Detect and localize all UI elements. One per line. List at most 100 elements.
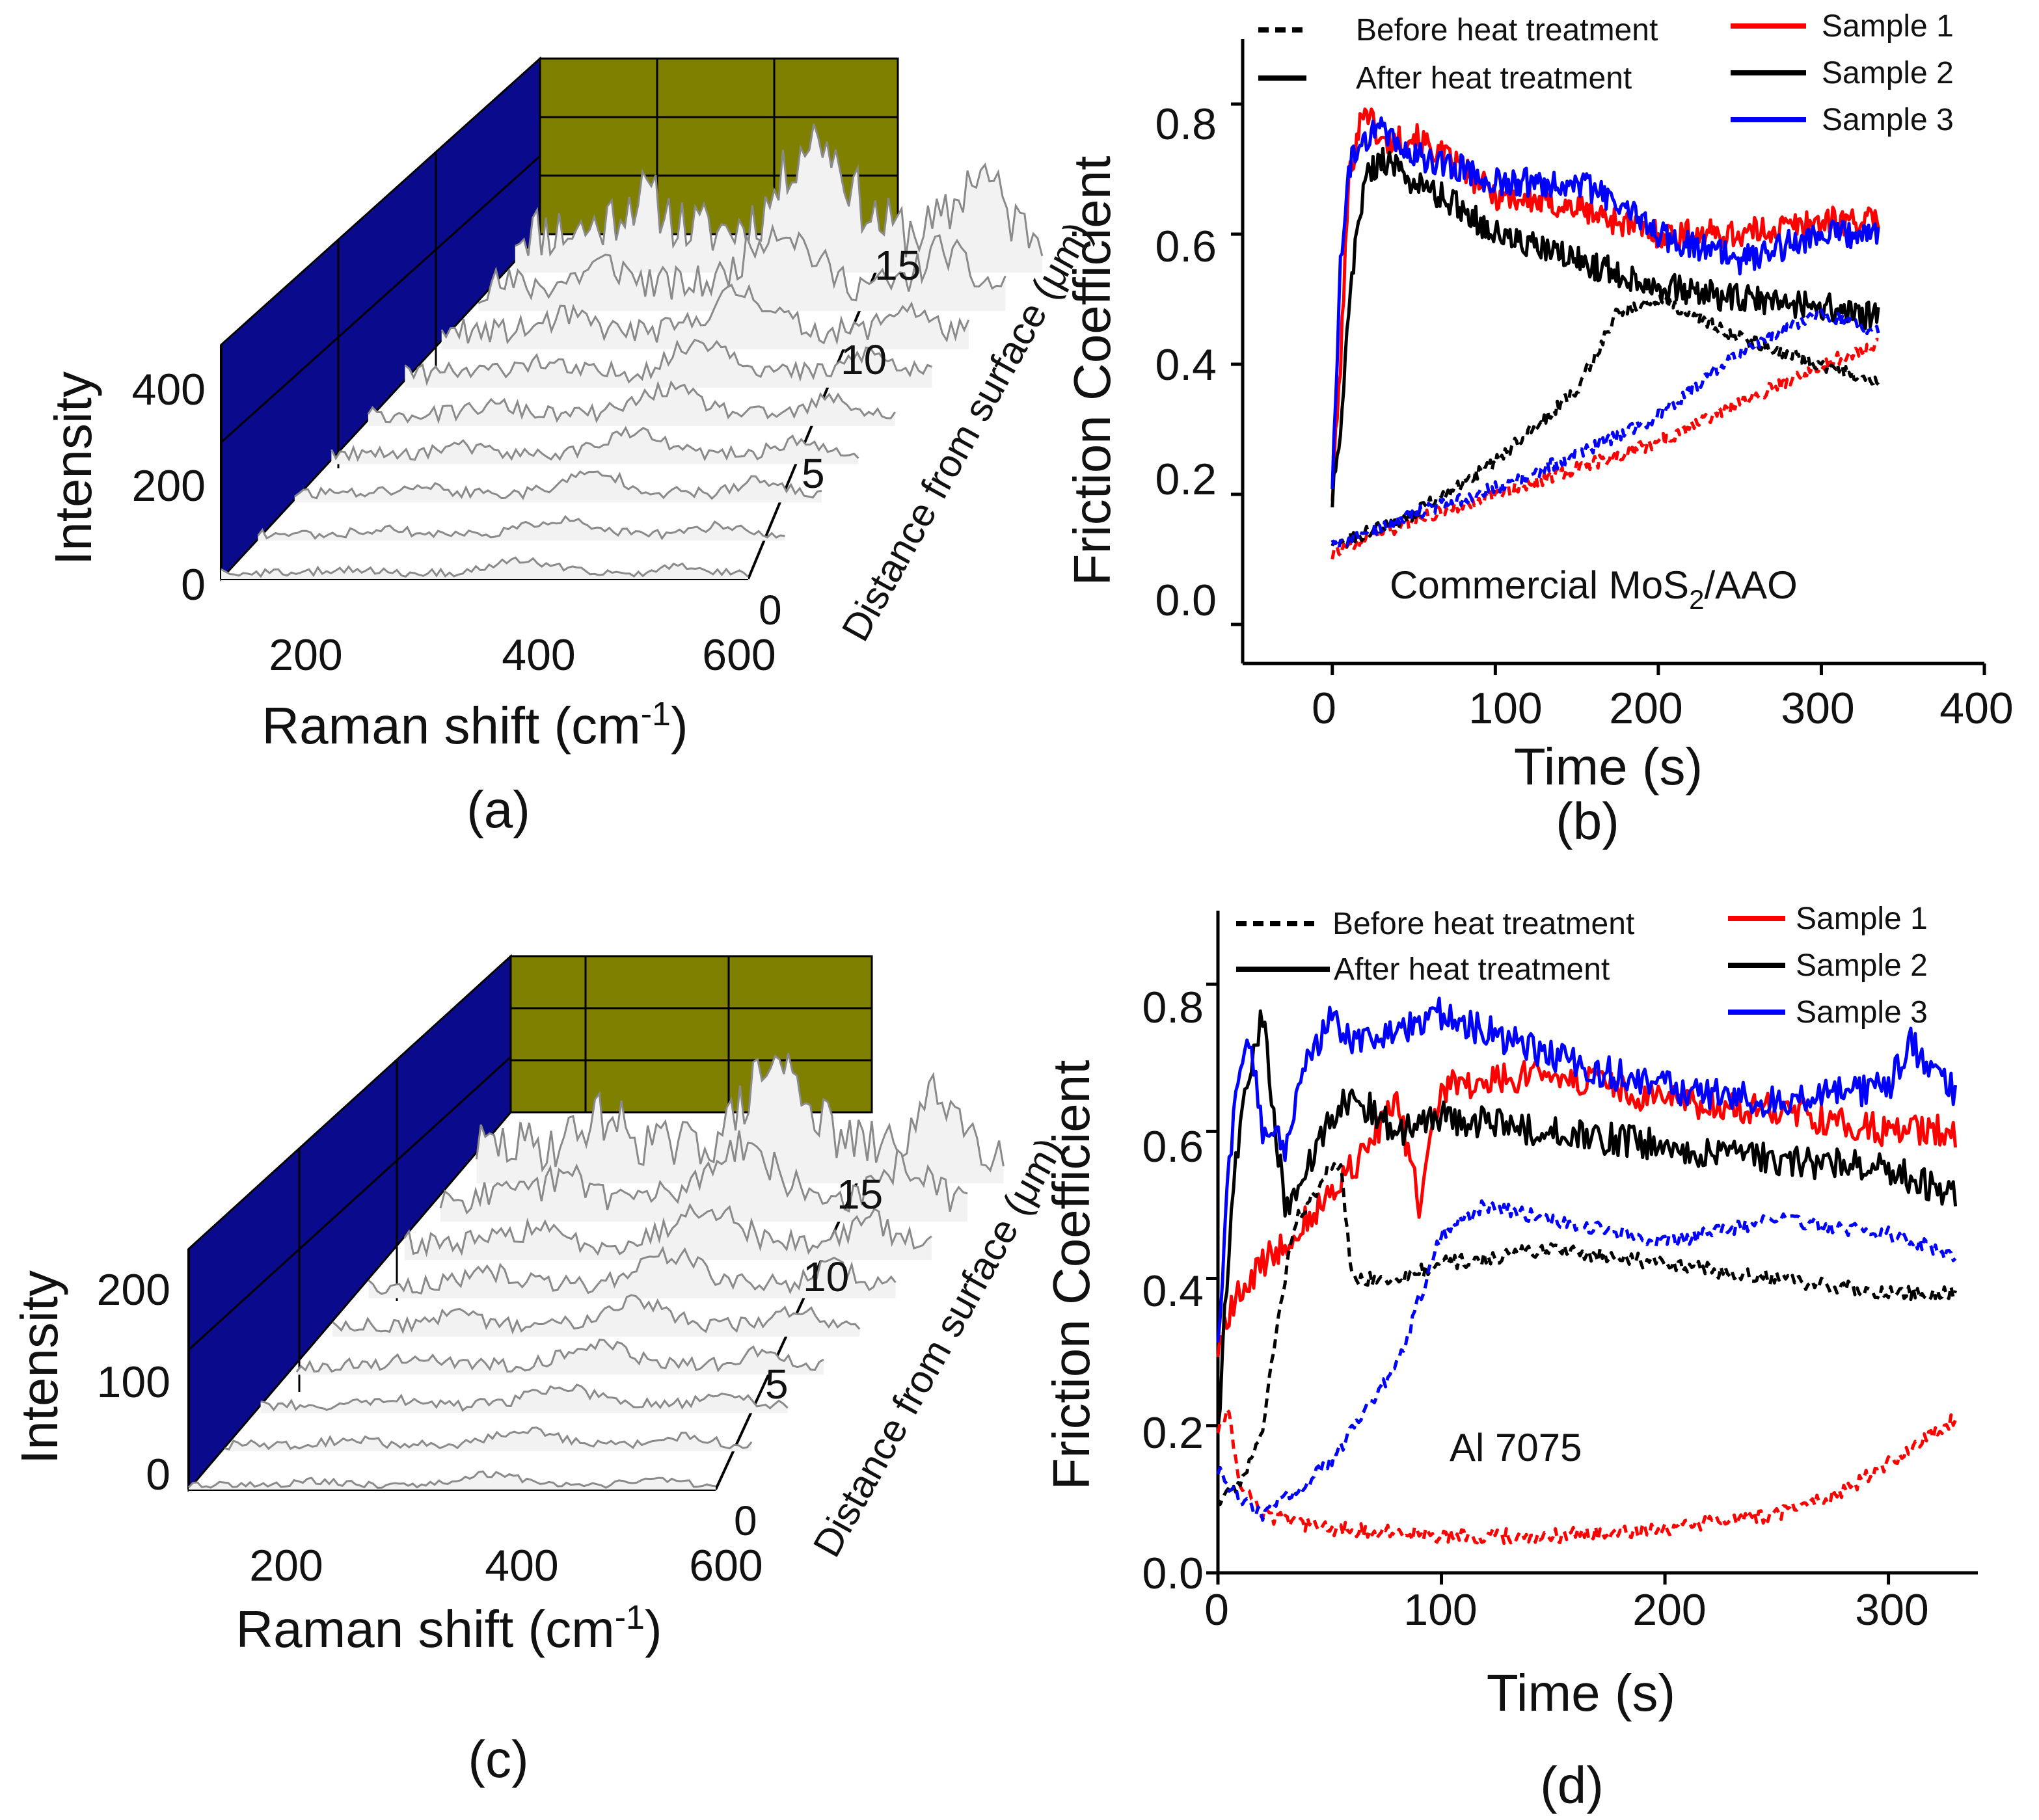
- spectrum-line: [221, 556, 749, 578]
- spectrum-shade: [405, 340, 932, 388]
- raman-y-ticks-a: 0 200 400: [132, 365, 206, 609]
- y-tick-label: 200: [97, 1265, 170, 1315]
- friction-line-before-sample-2: [1330, 294, 1880, 550]
- raman-x-ticks-c: 200 400 600: [249, 1541, 763, 1590]
- y-tick-label: 0: [146, 1450, 170, 1499]
- x-axis-title-end: ): [645, 1600, 662, 1658]
- legend-b: Before heat treatment After heat treatme…: [1258, 9, 1954, 137]
- x-tick-label: 200: [249, 1541, 323, 1590]
- plot-frame-d: [1206, 911, 1978, 1585]
- panel-a: 200 400 600 0 200 400 0 5 10 15 Intensit…: [44, 56, 1100, 838]
- x-tick-label: 200: [269, 630, 342, 680]
- friction-line-after-sample-1: [1330, 107, 1880, 502]
- y-tick-label: 100: [97, 1358, 170, 1407]
- x-axis-title-sup: -1: [641, 695, 671, 733]
- friction-line-before-sample-3: [1330, 306, 1880, 550]
- raman-y-ticks-c: 0 100 200: [97, 1265, 170, 1499]
- x-axis-title-main: Raman shift (cm: [236, 1600, 614, 1658]
- z-tick-label: 0: [759, 587, 782, 634]
- friction-line-after-sample-1: [1216, 1060, 1958, 1358]
- friction-line-before-sample-1: [1216, 1407, 1957, 1546]
- z-tick-label: 15: [874, 242, 921, 289]
- y-tick-label: 0.8: [1142, 983, 1204, 1032]
- sample-annotation: Commercial MoS2/AAO: [1390, 563, 1798, 615]
- legend-after-label: After heat treatment: [1334, 952, 1610, 987]
- x-axis-title: Time (s): [1487, 1664, 1675, 1722]
- spectrum-shade: [440, 1131, 968, 1222]
- raman-z-ticks-a: 0 5 10 15: [759, 242, 921, 634]
- spectrum-line: [331, 425, 859, 462]
- spectrum-line: [515, 124, 1044, 258]
- x-axis-title: Raman shift (cm-1): [262, 695, 688, 755]
- spectrum-line: [367, 380, 897, 425]
- y-tick-label: 0.0: [1142, 1549, 1204, 1598]
- z-tick-label: 5: [802, 450, 825, 497]
- x-axis-title-end: ): [671, 697, 688, 755]
- x-axis-title-main: Raman shift (cm: [262, 697, 640, 755]
- spectrum-shade: [331, 427, 859, 464]
- panel-label: (c): [468, 1730, 528, 1788]
- x-tick-label: 400: [502, 630, 575, 680]
- plot-frame-b: [1231, 39, 1986, 675]
- spectrum-line: [439, 1130, 968, 1215]
- friction-line-before-sample-2: [1216, 1162, 1957, 1506]
- x-tick-label: 200: [1609, 684, 1682, 733]
- spectrum-line: [475, 1052, 1005, 1173]
- x-tick-label: 0: [1312, 684, 1336, 733]
- y-tick-label: 0.4: [1155, 340, 1217, 390]
- spectrum-line: [224, 1426, 753, 1451]
- spectrum-line: [260, 1384, 789, 1412]
- x-tick-label: 300: [1855, 1585, 1928, 1635]
- friction-line-after-sample-2: [1216, 1009, 1958, 1428]
- raman-spectra-c: [187, 1052, 1005, 1490]
- friction-series-b: [1330, 107, 1880, 560]
- spectrum-shade: [404, 1205, 932, 1261]
- x-tick-label: 100: [1403, 1585, 1477, 1635]
- panel-b: 0 100 200 300 400 0.0 0.2 0.4 0.6 0.8 Fr…: [1063, 9, 2014, 850]
- raman-x-ticks-a: 200 400 600: [269, 630, 776, 680]
- friction-line-before-sample-3: [1216, 1199, 1957, 1522]
- spectrum-shade: [224, 1427, 752, 1452]
- spectrum-line: [187, 1470, 716, 1489]
- y-axis-title: Friction Coefficient: [1063, 155, 1121, 585]
- legend-sample1-label: Sample 1: [1822, 9, 1954, 44]
- legend-sample1-label: Sample 1: [1796, 902, 1928, 936]
- back-wall: [509, 955, 873, 1114]
- x-tick-label: 400: [485, 1541, 558, 1590]
- legend-sample2-label: Sample 2: [1822, 56, 1954, 90]
- annotation-end: /AAO: [1704, 563, 1797, 607]
- z-tick-label: 10: [803, 1253, 849, 1300]
- x-tick-label: 100: [1468, 684, 1542, 733]
- legend-after-label: After heat treatment: [1356, 61, 1632, 96]
- friction-series-d: [1216, 997, 1958, 1546]
- x-axis-title-sup: -1: [615, 1599, 645, 1637]
- spectrum-shade: [476, 1053, 1004, 1184]
- spectrum-line: [332, 1294, 861, 1335]
- spectrum-shade: [260, 1384, 788, 1413]
- spectrum-line: [440, 283, 970, 345]
- x-axis-title: Time (s): [1514, 738, 1703, 796]
- spectrum-shade: [258, 516, 785, 541]
- raman-spectra-a: [221, 124, 1044, 579]
- legend-sample3-label: Sample 3: [1822, 103, 1954, 137]
- y-tick-label: 0.6: [1155, 222, 1217, 271]
- friction-line-after-sample-2: [1330, 146, 1880, 508]
- spectrum-line: [294, 470, 822, 500]
- spectrum-line: [478, 223, 1006, 304]
- x-tick-label: 400: [1939, 684, 2013, 733]
- legend-before-label: Before heat treatment: [1332, 907, 1634, 941]
- x-tick-label: 600: [689, 1541, 763, 1590]
- x-tick-label: 0: [1204, 1585, 1229, 1635]
- friction-line-before-sample-1: [1330, 338, 1879, 560]
- x-tick-labels-b: 0 100 200 300 400: [1312, 684, 2014, 733]
- spectrum-line: [404, 338, 932, 386]
- y-tick-label: 0.2: [1155, 455, 1217, 504]
- spectrum-line: [368, 1246, 897, 1295]
- spectrum-line: [403, 1203, 932, 1258]
- y-tick-labels-d: 0.0 0.2 0.4 0.6 0.8: [1142, 983, 1204, 1598]
- x-tick-label: 600: [702, 630, 776, 680]
- spectrum-line: [295, 1338, 824, 1373]
- panel-d: 0 100 200 300 0.0 0.2 0.4 0.6 0.8 Fricti…: [1042, 902, 1978, 1814]
